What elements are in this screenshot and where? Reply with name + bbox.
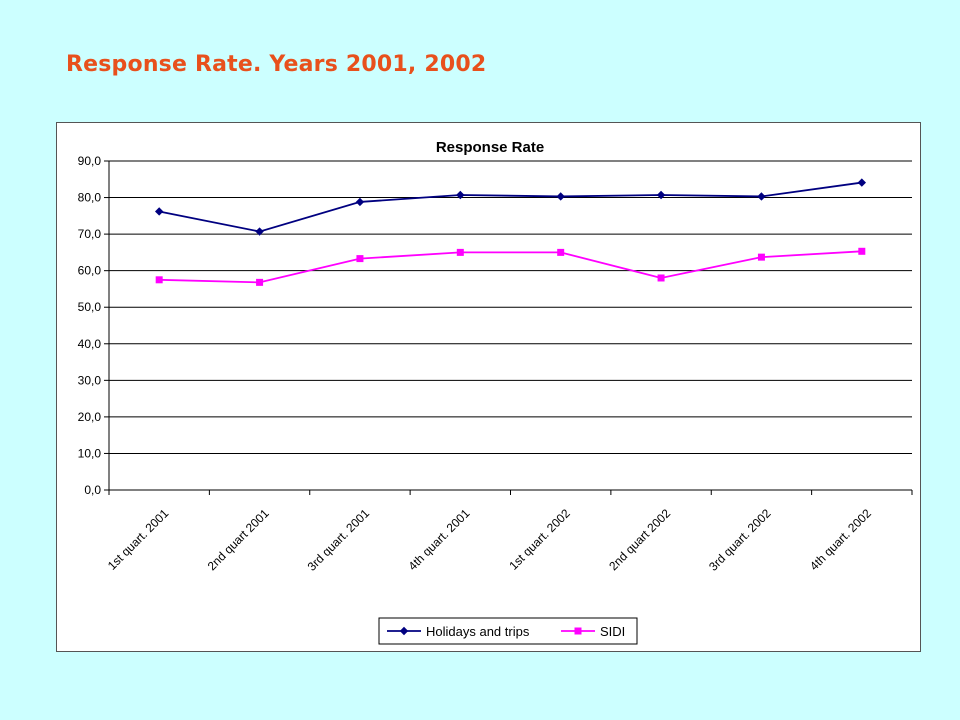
y-tick-label: 0,0 — [84, 483, 101, 497]
data-point-sidi — [757, 253, 765, 261]
slide-title: Response Rate. Years 2001, 2002 — [66, 52, 487, 77]
data-point-sidi — [256, 278, 264, 286]
x-tick-label: 4th quart. 2001 — [405, 506, 472, 573]
chart-title: Response Rate — [436, 139, 544, 156]
x-tick-label: 3rd quart. 2002 — [706, 506, 774, 574]
data-point-holidays — [656, 190, 666, 200]
data-point-sidi — [557, 248, 565, 256]
data-point-sidi — [155, 276, 163, 284]
legend-marker-sidi — [574, 627, 582, 635]
x-tick-label: 2nd quart 2002 — [606, 506, 673, 573]
data-point-holidays — [154, 207, 164, 216]
series-line-sidi — [159, 250, 862, 284]
data-point-sidi — [456, 248, 464, 256]
x-tick-label: 1st quart. 2002 — [506, 506, 573, 573]
x-tick-label: 3rd quart. 2001 — [305, 506, 373, 574]
x-tick-label: 2nd quart 2001 — [205, 506, 272, 573]
legend-label-holidays: Holidays and trips — [426, 624, 530, 639]
data-point-holidays — [556, 192, 565, 201]
response-rate-chart: Response Rate 0,0 10,0 20,0 30,0 40,0 50,0 60,… — [78, 139, 913, 645]
y-tick-label: 50,0 — [78, 300, 102, 314]
y-tick-label: 90,0 — [78, 154, 102, 168]
data-point-sidi — [858, 247, 866, 255]
chart-frame: Response Rate 0,0 10,0 20,0 30,0 40,0 50,0 60,… — [56, 122, 921, 652]
y-tick-label: 80,0 — [78, 191, 102, 205]
data-point-holidays — [757, 192, 766, 201]
data-point-holidays — [355, 197, 365, 207]
y-tick-label: 20,0 — [78, 410, 102, 424]
x-tick-label: 1st quart. 2001 — [105, 506, 172, 573]
data-point-holidays — [456, 190, 465, 200]
legend-marker-holidays — [399, 626, 409, 636]
x-tick-label: 4th quart. 2002 — [807, 506, 874, 573]
y-tick-label: 70,0 — [78, 227, 102, 241]
legend-label-sidi: SIDI — [600, 624, 625, 639]
series-line-holidays — [159, 181, 862, 233]
y-tick-label: 60,0 — [78, 264, 102, 278]
y-tick-label: 10,0 — [78, 446, 102, 460]
y-tick-label: 40,0 — [78, 337, 102, 351]
data-point-sidi — [657, 274, 665, 282]
data-point-sidi — [356, 255, 364, 263]
y-tick-label: 30,0 — [78, 373, 102, 387]
data-point-holidays — [857, 178, 867, 187]
